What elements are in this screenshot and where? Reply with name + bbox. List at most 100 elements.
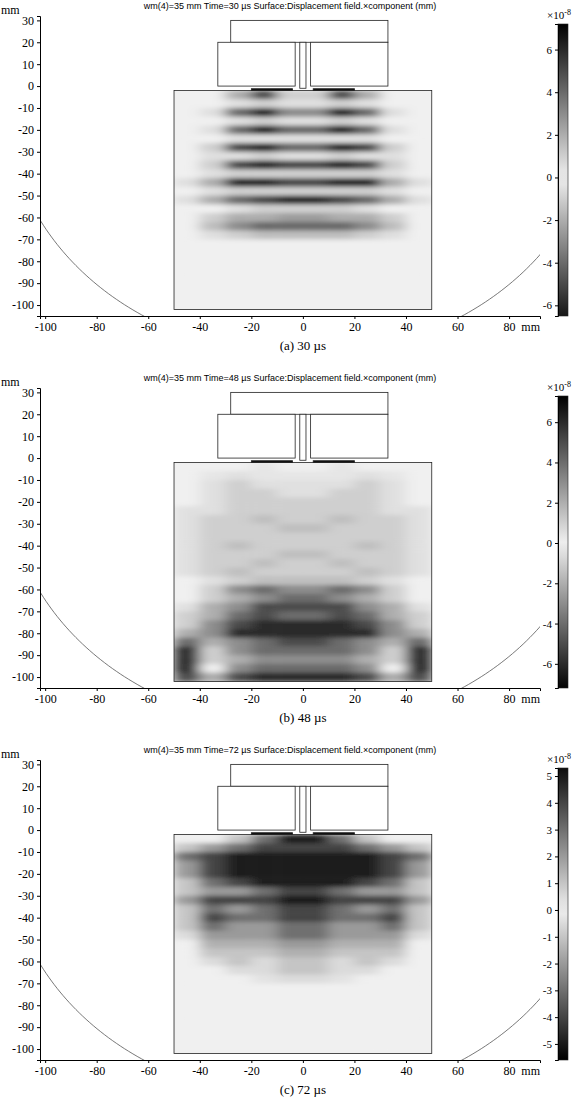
tick-mark	[555, 543, 558, 544]
field-cell	[380, 231, 406, 240]
field-cell	[226, 559, 252, 568]
field-cell	[226, 248, 252, 257]
field-cell	[303, 931, 329, 940]
field-cell	[303, 550, 329, 559]
field-cell	[354, 152, 380, 161]
field-cell	[251, 187, 277, 196]
field-cell	[406, 603, 432, 612]
multiplier-exponent: -8	[564, 752, 571, 761]
colorbar-tick: 0	[547, 537, 559, 549]
field-cell	[174, 878, 200, 887]
tick-label: 30	[22, 14, 34, 28]
field-cell	[226, 629, 252, 638]
x-tick: 0	[300, 1060, 306, 1078]
tick-label: -70	[18, 233, 34, 247]
transducer-wedge	[311, 42, 388, 86]
tick-label: 6	[547, 416, 553, 428]
y-axis: 3020100-10-20-30-40-50-60-70-80-90-100	[12, 386, 41, 689]
field-cell	[174, 896, 200, 905]
field-cell	[354, 1036, 380, 1045]
x-unit-label: mm	[521, 692, 540, 706]
field-cell	[226, 603, 252, 612]
field-cell	[406, 161, 432, 170]
field-cell	[354, 664, 380, 673]
field-cell	[226, 931, 252, 940]
field-cell	[303, 283, 329, 292]
panel-title: wm(4)=35 mm Time=48 µs Surface:Displacem…	[143, 373, 437, 383]
transducer-backing	[231, 764, 388, 786]
field-cell	[251, 852, 277, 861]
multiplier-base: ×10	[547, 753, 565, 765]
field-cell	[174, 213, 200, 222]
tick-label: 3	[547, 824, 553, 836]
field-cell	[251, 585, 277, 594]
tick-mark	[37, 20, 40, 21]
tick-label: -30	[18, 145, 34, 159]
field-cell	[174, 1045, 200, 1054]
field-cell	[329, 1027, 355, 1036]
colorbar-axis: 543210-1-2-3-4-5	[543, 769, 559, 1061]
field-cell	[329, 957, 355, 966]
field-cell	[226, 462, 252, 471]
tick-mark	[37, 86, 40, 87]
field-cell	[200, 869, 226, 878]
field-cell	[277, 506, 303, 515]
tick-mark	[37, 480, 40, 481]
field-cell	[406, 292, 432, 301]
field-cell	[174, 931, 200, 940]
field-cell	[277, 646, 303, 655]
tick-label: 40	[400, 320, 412, 334]
field-cell	[226, 1045, 252, 1054]
field-cell	[251, 257, 277, 266]
field-cell	[251, 576, 277, 585]
y-tick: -100	[12, 670, 40, 684]
field-cell	[354, 869, 380, 878]
tick-mark	[37, 283, 40, 284]
tick-label: 0	[547, 904, 553, 916]
colorbar-tick: -5	[543, 1038, 558, 1050]
field-cell	[251, 673, 277, 682]
field-cell	[406, 1018, 432, 1027]
field-cells	[174, 90, 432, 309]
field-cell	[303, 248, 329, 257]
field-cell	[277, 620, 303, 629]
field-cell	[200, 301, 226, 310]
x-tick: 60	[452, 1060, 464, 1078]
specimen-outline	[174, 834, 432, 1053]
field-cell	[251, 638, 277, 647]
field-cell	[303, 231, 329, 240]
field-cell	[303, 196, 329, 205]
x-tick: -40	[192, 316, 208, 334]
field	[174, 462, 432, 681]
tick-mark	[555, 776, 558, 777]
field-cell	[354, 550, 380, 559]
field-cell	[226, 222, 252, 231]
x-tick: -80	[89, 316, 105, 334]
tick-mark	[555, 220, 558, 221]
tick-mark	[37, 524, 40, 525]
field-cell	[406, 940, 432, 949]
field-cell	[380, 1027, 406, 1036]
field-cell	[354, 489, 380, 498]
x-axis: -100-80-60-40-20020406080	[35, 688, 541, 706]
field-cell	[174, 834, 200, 843]
field-cell	[380, 957, 406, 966]
field-cell	[200, 108, 226, 117]
field-cell	[251, 843, 277, 852]
field-cell	[380, 975, 406, 984]
field-cell	[406, 664, 432, 673]
field-cell	[277, 524, 303, 533]
field-cell	[406, 629, 432, 638]
field-cell	[226, 878, 252, 887]
field-cell	[329, 462, 355, 471]
colorbar-axis: 6420-2-4-6	[543, 397, 559, 689]
field-cell	[303, 178, 329, 187]
tick-mark	[37, 874, 40, 875]
field-cell	[303, 161, 329, 170]
field-cell	[200, 931, 226, 940]
field-cell	[174, 161, 200, 170]
field-cell	[277, 576, 303, 585]
field-cell	[303, 239, 329, 248]
tick-label: -60	[18, 583, 34, 597]
field-cell	[406, 301, 432, 310]
